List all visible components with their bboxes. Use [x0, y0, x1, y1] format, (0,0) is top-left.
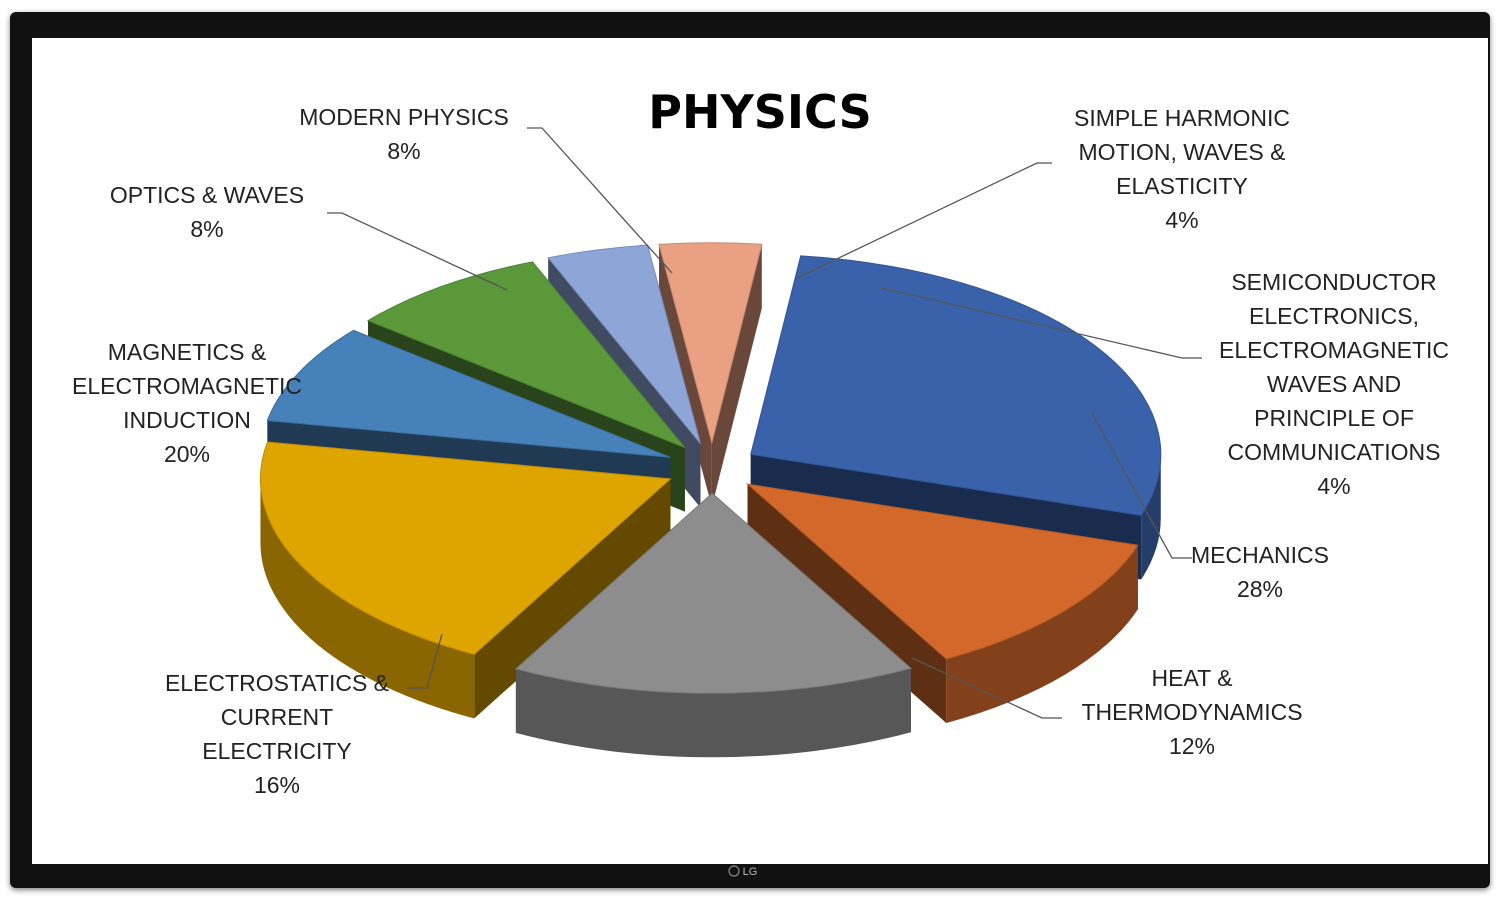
category-label-heat-thermodynamics: THERMODYNAMICS	[1081, 699, 1302, 725]
leader-optics-waves	[327, 212, 508, 291]
pie-slices	[260, 242, 1162, 758]
slice-magnetics-electromagnetic-induction-top	[260, 441, 672, 656]
category-label-modern-physics: MODERN PHYSICS	[299, 104, 509, 130]
slice-magnetics-electromagnetic-induction	[260, 441, 672, 719]
value-label-semiconductor-electronics-electromagnetic-waves-and-principle-of-communications: 4%	[1317, 473, 1350, 499]
slice-heat-thermodynamics-side-0	[946, 545, 1138, 723]
category-label-electrostatics-current-electricity: ELECTRICITY	[202, 738, 352, 764]
value-label-electrostatics-current-electricity: 16%	[254, 772, 300, 798]
category-label-mechanics: MECHANICS	[1191, 542, 1329, 568]
leader-mechanics	[1091, 412, 1192, 559]
tv-logo: LG	[728, 865, 758, 878]
chart-title: PHYSICS	[648, 85, 872, 139]
value-label-simple-harmonic-motion-waves-elasticity: 4%	[1165, 207, 1198, 233]
leader-heat-thermodynamics	[911, 657, 1062, 719]
logo-circle-icon	[728, 865, 740, 877]
category-label-electrostatics-current-electricity: CURRENT	[221, 704, 333, 730]
leader-lines	[327, 127, 1202, 719]
slice-mechanics-top	[750, 255, 1162, 517]
category-label-electrostatics-current-electricity: ELECTROSTATICS &	[165, 670, 389, 696]
category-label-heat-thermodynamics: HEAT &	[1152, 665, 1233, 691]
category-label-semiconductor-electronics-electromagnetic-waves-and-principle-of-communications: COMMUNICATIONS	[1228, 439, 1441, 465]
slice-magnetics-electromagnetic-induction-side-0	[260, 478, 475, 719]
category-label-simple-harmonic-motion-waves-elasticity: MOTION, WAVES &	[1078, 139, 1285, 165]
slice-semiconductor-electronics-electromagnetic-waves-and-principle-of-communications-top	[658, 242, 763, 445]
slice-magnetics-electromagnetic-induction-wall-0	[474, 478, 671, 719]
category-label-semiconductor-electronics-electromagnetic-waves-and-principle-of-communications: ELECTROMAGNETIC	[1219, 337, 1449, 363]
tv-logo-text: LG	[743, 866, 758, 878]
category-label-magnetics-electromagnetic-induction: INDUCTION	[123, 407, 251, 433]
slice-electrostatics-current-electricity-side-0	[515, 668, 911, 758]
leader-electrostatics-current-electricity	[407, 633, 443, 689]
chart-screen: MECHANICS 28% HEAT & THERMODYNAMICS 12% ELECT…	[32, 38, 1488, 864]
category-label-semiconductor-electronics-electromagnetic-waves-and-principle-of-communications: SEMICONDUCTOR	[1231, 269, 1436, 295]
leader-semiconductor-electronics-electromagnetic-waves-and-principle-of-communications	[881, 287, 1202, 359]
slice-electrostatics-current-electricity	[514, 492, 912, 758]
leader-simple-harmonic-motion-waves-elasticity	[796, 162, 1052, 279]
value-label-magnetics-electromagnetic-induction: 20%	[164, 441, 210, 467]
slice-modern-physics-top	[366, 261, 686, 449]
value-label-optics-waves: 8%	[190, 216, 223, 242]
category-label-semiconductor-electronics-electromagnetic-waves-and-principle-of-communications: WAVES AND	[1267, 371, 1401, 397]
value-label-modern-physics: 8%	[387, 138, 420, 164]
slice-labels: MECHANICS 28% HEAT & THERMODYNAMICS 12% ELECT…	[72, 104, 1449, 798]
category-label-magnetics-electromagnetic-induction: ELECTROMAGNETIC	[72, 373, 302, 399]
value-label-mechanics: 28%	[1237, 576, 1283, 602]
category-label-semiconductor-electronics-electromagnetic-waves-and-principle-of-communications: ELECTRONICS,	[1249, 303, 1419, 329]
slice-optics-waves-top	[266, 329, 671, 458]
value-label-heat-thermodynamics: 12%	[1169, 733, 1215, 759]
slice-semiconductor-electronics-electromagnetic-waves-and-principle-of-communications-wall-1	[711, 244, 762, 507]
display-bezel: MECHANICS 28% HEAT & THERMODYNAMICS 12% ELECT…	[10, 12, 1490, 888]
category-label-magnetics-electromagnetic-induction: MAGNETICS &	[108, 339, 266, 365]
category-label-simple-harmonic-motion-waves-elasticity: ELASTICITY	[1116, 173, 1248, 199]
category-label-simple-harmonic-motion-waves-elasticity: SIMPLE HARMONIC	[1074, 105, 1290, 131]
category-label-semiconductor-electronics-electromagnetic-waves-and-principle-of-communications: PRINCIPLE OF	[1254, 405, 1414, 431]
pie-chart: MECHANICS 28% HEAT & THERMODYNAMICS 12% ELECT…	[72, 85, 1449, 798]
category-label-optics-waves: OPTICS & WAVES	[110, 182, 304, 208]
slice-electrostatics-current-electricity-top	[514, 492, 912, 694]
leader-modern-physics	[527, 127, 673, 274]
slice-heat-thermodynamics-top	[745, 483, 1139, 660]
